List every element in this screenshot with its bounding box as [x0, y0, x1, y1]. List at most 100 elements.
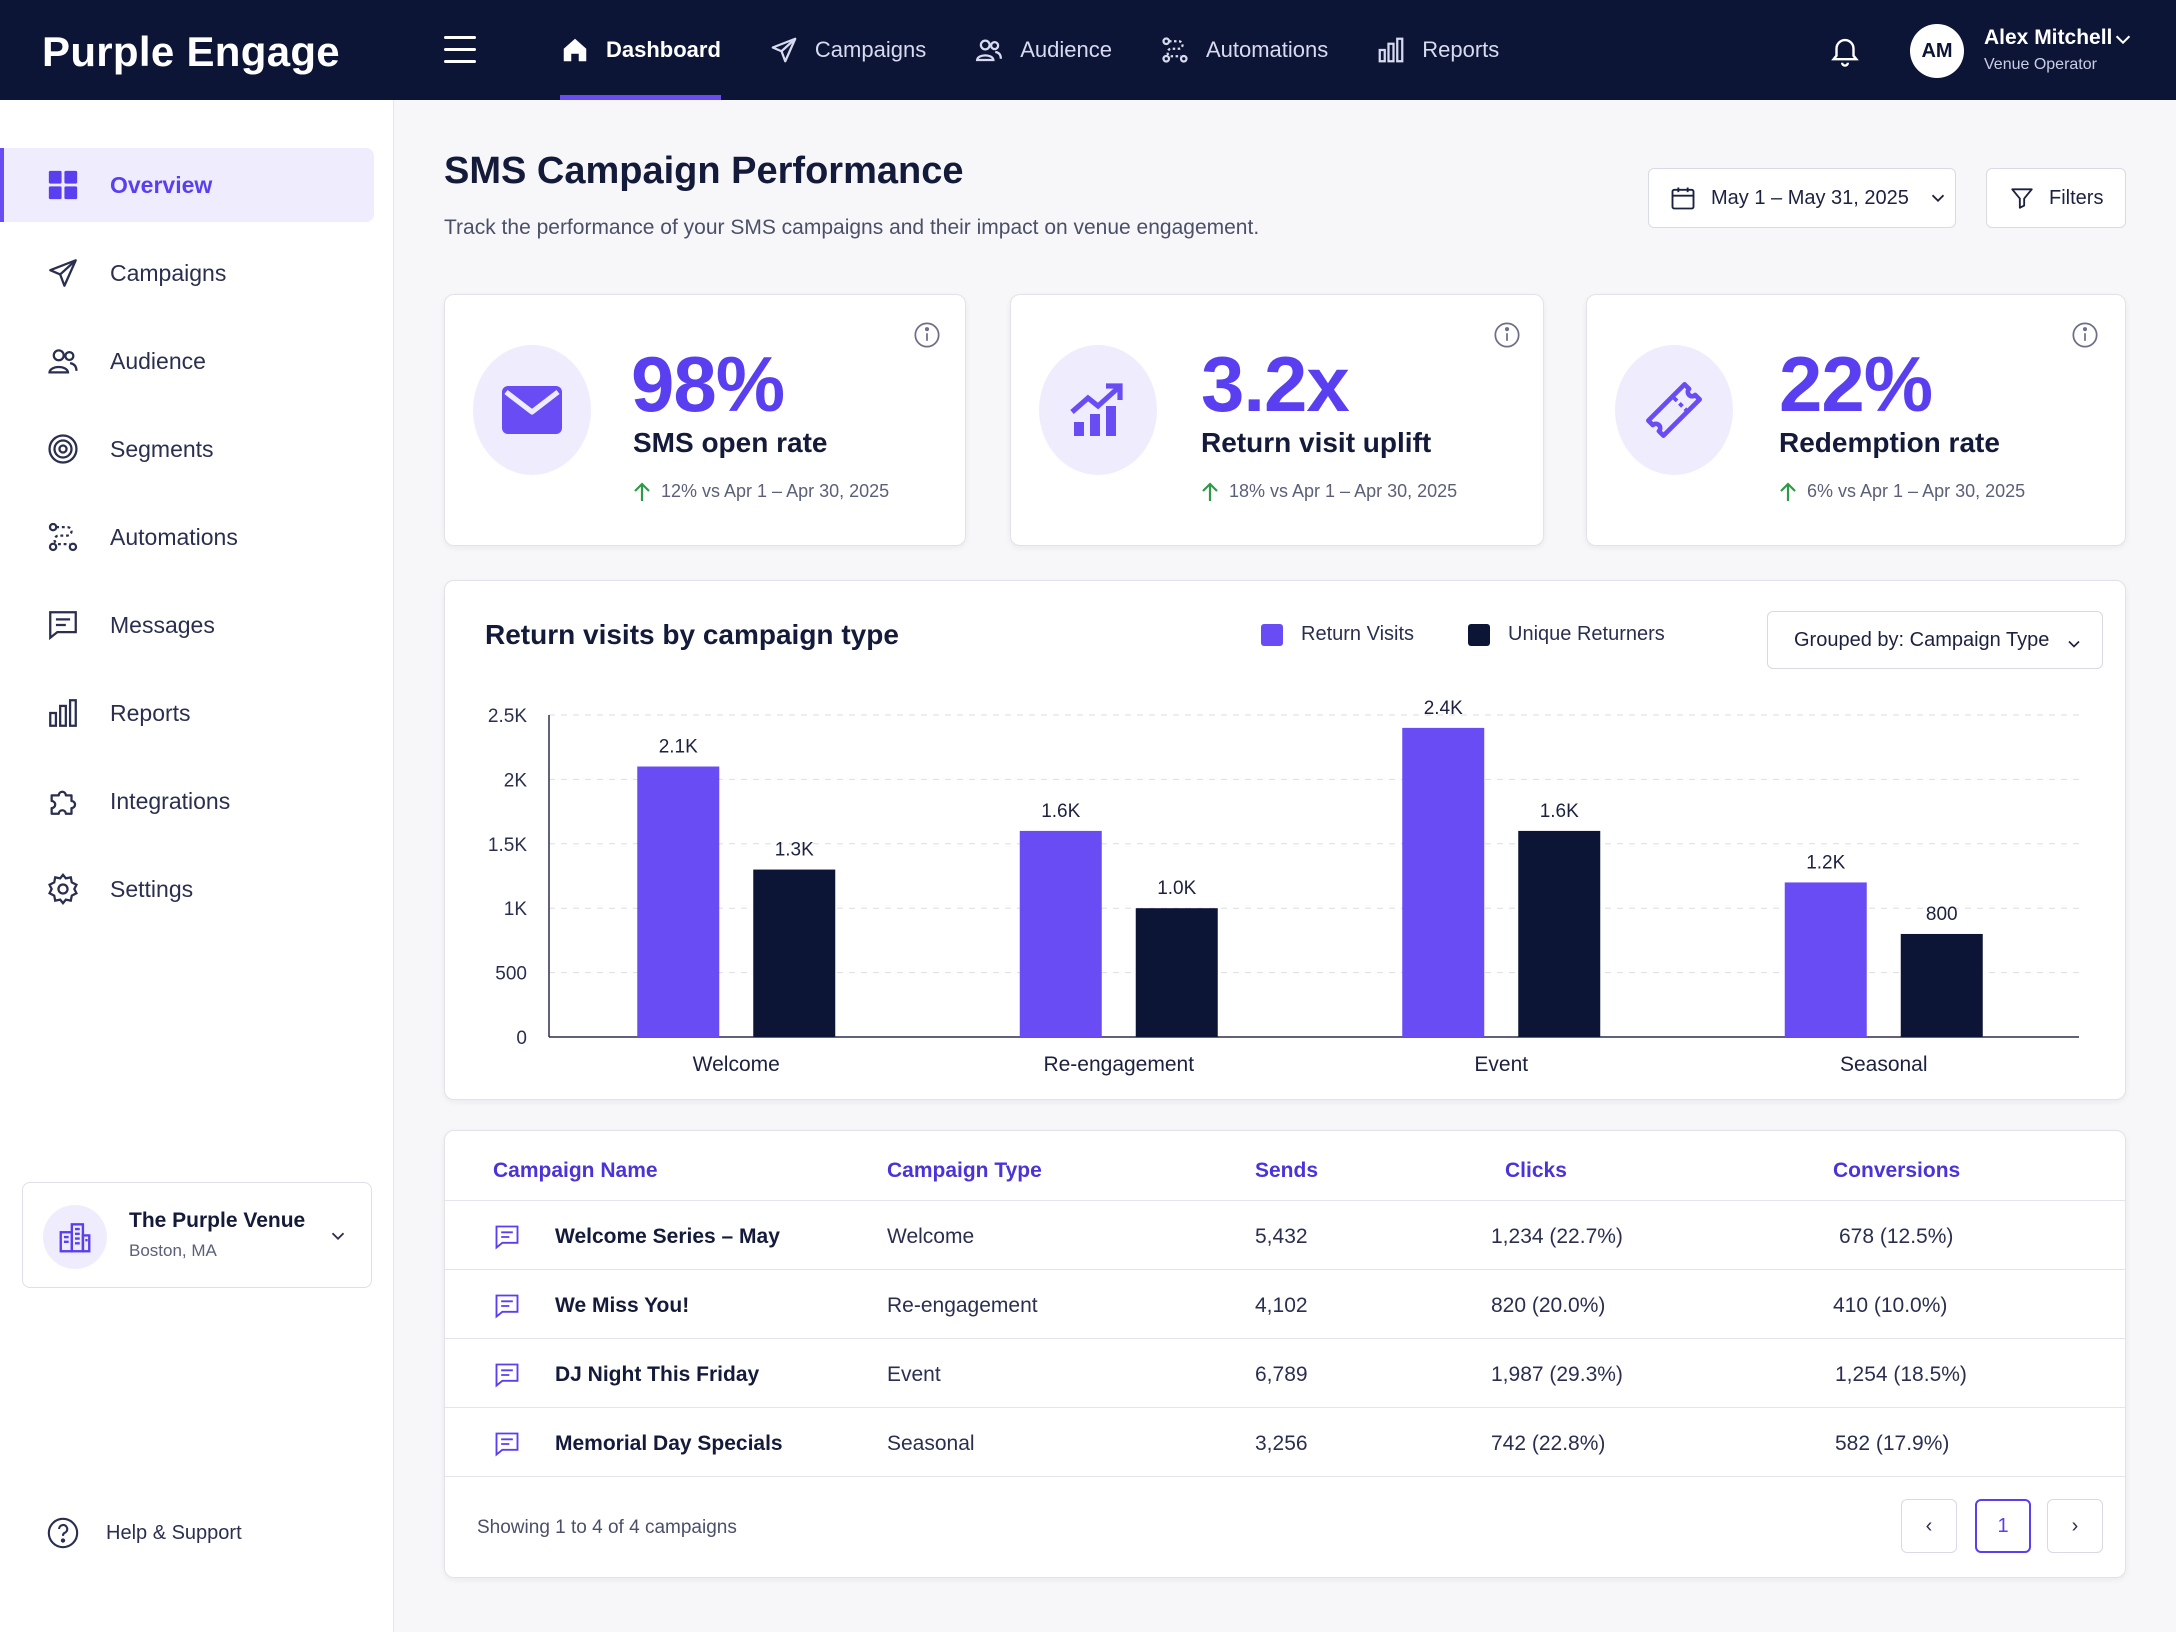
table-row[interactable]: We Miss You! Re-engagement 4,102 820 (20… — [445, 1270, 2125, 1339]
message-icon — [495, 1363, 519, 1388]
kpi-card-return-uplift: 3.2x Return visit uplift 18% vs Apr 1 – … — [1010, 294, 1544, 546]
pagination-page-button[interactable]: 1 — [1975, 1499, 2031, 1553]
cell-campaign-name[interactable]: Memorial Day Specials — [555, 1432, 783, 1455]
chart-legend: Return Visits Unique Returners — [1261, 623, 1719, 646]
filters-button[interactable]: Filters — [1986, 168, 2126, 228]
topnav-campaigns[interactable]: Campaigns — [769, 0, 926, 100]
venue-name: The Purple Venue — [129, 1209, 306, 1232]
arrow-up-icon — [1780, 481, 1796, 501]
group-by-select[interactable]: Grouped by: Campaign Type — [1767, 611, 2103, 669]
legend-item-return-visits[interactable]: Return Visits — [1261, 623, 1414, 646]
puzzle-icon — [50, 790, 77, 815]
cell-clicks: 1,987 (29.3%) — [1491, 1363, 1623, 1386]
y-tick-label: 1.5K — [488, 835, 527, 856]
bar-data-label: 1.6K — [1041, 801, 1080, 822]
users-icon — [976, 39, 1003, 62]
kpi-value: 3.2x — [1201, 340, 1350, 428]
cell-campaign-type: Re-engagement — [887, 1294, 1038, 1317]
chevron-down-icon[interactable] — [2112, 28, 2134, 50]
table-row[interactable]: DJ Night This Friday Event 6,789 1,987 (… — [445, 1339, 2125, 1408]
pagination-next-button[interactable]: › — [2047, 1499, 2103, 1553]
top-bar: Purple Engage Dashboard Campaigns Audien… — [0, 0, 2176, 100]
brand-logo[interactable]: Purple Engage — [42, 28, 340, 75]
cell-conversions: 410 (10.0%) — [1833, 1294, 1948, 1317]
sidebar-item-automations[interactable]: Automations — [0, 500, 374, 574]
kpi-delta-text: 6% vs Apr 1 – Apr 30, 2025 — [1807, 481, 2026, 501]
bar-data-label: 1.3K — [775, 840, 814, 861]
info-icon[interactable] — [2071, 321, 2099, 349]
kpi-delta-text: 12% vs Apr 1 – Apr 30, 2025 — [661, 481, 890, 501]
date-range-label: May 1 – May 31, 2025 — [1711, 186, 1909, 209]
cell-campaign-name[interactable]: Welcome Series – May — [555, 1225, 780, 1248]
trend-up-icon — [1070, 383, 1123, 436]
bar-chart: 0 500 1K 1.5K 2K 2.5K 2.1K 1.3K Welcome 1.6K 1.0K R… — [488, 698, 2079, 1076]
bar-data-label: 1.0K — [1157, 878, 1196, 899]
table-row[interactable]: Welcome Series – May Welcome 5,432 1,234… — [445, 1201, 2125, 1270]
group-by-label: Grouped by: Campaign Type — [1794, 628, 2050, 651]
legend-label: Return Visits — [1301, 623, 1415, 645]
cell-clicks: 1,234 (22.7%) — [1491, 1225, 1623, 1248]
help-support-link[interactable]: Help & Support — [46, 1516, 242, 1550]
y-tick-label: 0 — [516, 1028, 527, 1049]
message-icon — [49, 611, 77, 641]
column-header-type[interactable]: Campaign Type — [887, 1159, 1042, 1182]
info-icon[interactable] — [1493, 321, 1521, 349]
kpi-delta-text: 18% vs Apr 1 – Apr 30, 2025 — [1229, 481, 1458, 501]
send-icon — [771, 37, 797, 63]
sidebar-item-audience[interactable]: Audience — [0, 324, 374, 398]
sidebar-item-label: Overview — [110, 171, 213, 198]
venue-icon-wrap — [43, 1205, 107, 1269]
filter-icon — [2011, 188, 2033, 209]
sidebar-item-integrations[interactable]: Integrations — [0, 764, 374, 838]
table-row[interactable]: Memorial Day Specials Seasonal 3,256 742… — [445, 1408, 2125, 1477]
cell-campaign-name[interactable]: DJ Night This Friday — [555, 1363, 760, 1386]
bar-chart-icon — [1378, 37, 1404, 63]
pagination-prev-button[interactable]: ‹ — [1901, 1499, 1957, 1553]
menu-toggle-button[interactable] — [444, 36, 476, 64]
cell-sends: 6,789 — [1255, 1363, 1308, 1386]
date-range-picker[interactable]: May 1 – May 31, 2025 — [1648, 168, 1956, 228]
topnav-automations[interactable]: Automations — [1160, 0, 1328, 100]
user-role: Venue Operator — [1984, 56, 2097, 73]
sidebar-item-campaigns[interactable]: Campaigns — [0, 236, 374, 310]
venue-selector[interactable]: The Purple Venue Boston, MA — [22, 1182, 372, 1288]
x-tick-label: Seasonal — [1840, 1053, 1928, 1076]
sidebar-item-label: Automations — [110, 523, 238, 550]
y-tick-label: 500 — [495, 964, 527, 985]
cell-campaign-type: Seasonal — [887, 1432, 975, 1455]
info-icon[interactable] — [913, 321, 941, 349]
sidebar-item-segments[interactable]: Segments — [0, 412, 374, 486]
sidebar-item-label: Campaigns — [110, 259, 227, 286]
topnav-reports[interactable]: Reports — [1376, 0, 1499, 100]
cell-campaign-type: Welcome — [887, 1225, 975, 1248]
page-subtitle: Track the performance of your SMS campai… — [444, 216, 1260, 239]
kpi-delta: 18% vs Apr 1 – Apr 30, 2025 — [1201, 481, 1457, 502]
topnav-dashboard[interactable]: Dashboard — [560, 0, 721, 100]
send-icon — [49, 259, 77, 287]
sidebar-item-label: Audience — [110, 347, 206, 374]
automation-icon — [48, 522, 78, 552]
target-icon — [48, 434, 78, 464]
legend-item-unique-returners[interactable]: Unique Returners — [1468, 623, 1665, 646]
column-header-clicks[interactable]: Clicks — [1505, 1159, 1567, 1182]
bar-return-visits — [1784, 882, 1867, 1037]
cell-campaign-name[interactable]: We Miss You! — [555, 1294, 690, 1317]
column-header-sends[interactable]: Sends — [1255, 1159, 1319, 1182]
hamburger-icon — [444, 36, 476, 39]
kpi-delta: 12% vs Apr 1 – Apr 30, 2025 — [633, 481, 889, 502]
sidebar-item-messages[interactable]: Messages — [0, 588, 374, 662]
sidebar-item-label: Integrations — [110, 787, 231, 814]
sidebar-item-reports[interactable]: Reports — [0, 676, 374, 750]
sidebar-item-settings[interactable]: Settings — [0, 852, 374, 926]
notification-bell-icon[interactable] — [1828, 32, 1862, 68]
sidebar-item-overview[interactable]: Overview — [0, 148, 374, 222]
kpi-label: Return visit uplift — [1201, 427, 1432, 458]
avatar[interactable]: AM — [1910, 24, 1964, 78]
column-header-conversions[interactable]: Conversions — [1833, 1159, 1961, 1182]
bar-unique-returners — [1900, 933, 1983, 1037]
legend-label: Unique Returners — [1508, 623, 1665, 645]
kpi-card-redemption-rate: 22% Redemption rate 6% vs Apr 1 – Apr 30… — [1586, 294, 2126, 546]
topnav-audience[interactable]: Audience — [974, 0, 1112, 100]
user-name[interactable]: Alex Mitchell — [1984, 26, 2113, 49]
column-header-name[interactable]: Campaign Name — [493, 1159, 658, 1182]
